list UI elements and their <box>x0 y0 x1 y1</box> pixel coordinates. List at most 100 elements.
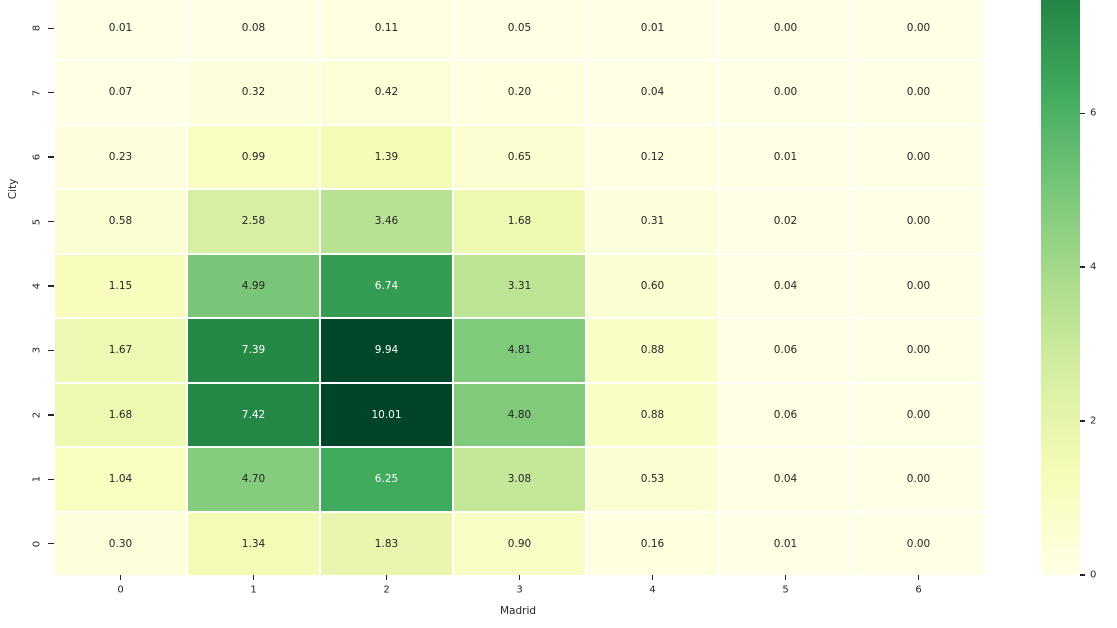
heatmap-cell-annotation: 10.01 <box>371 408 402 421</box>
heatmap-cell-annotation: 1.04 <box>108 473 133 486</box>
heatmap-cell: 1.83 <box>321 512 452 575</box>
heatmap-cell: 0.08 <box>188 0 319 60</box>
x-tick-mark <box>651 575 654 580</box>
heatmap-cell-annotation: 0.00 <box>906 215 931 228</box>
heatmap-cell: 6.74 <box>321 254 452 318</box>
y-tick-mark <box>48 543 54 545</box>
heatmap-cell-annotation: 0.58 <box>108 215 133 228</box>
heatmap-cell-annotation: 2.58 <box>241 215 266 228</box>
heatmap-cell-annotation: 3.08 <box>507 473 532 486</box>
heatmap-cell-annotation: 1.67 <box>108 344 133 357</box>
heatmap-cell-annotation: 9.94 <box>374 344 399 357</box>
heatmap-cell: 1.68 <box>55 383 186 447</box>
heatmap-cell-annotation: 1.34 <box>241 537 266 550</box>
heatmap-cell: 3.08 <box>454 448 585 511</box>
heatmap-cell-annotation: 0.08 <box>241 21 266 34</box>
heatmap-cell-annotation: 0.20 <box>507 86 532 99</box>
x-tick-label: 0 <box>117 584 124 596</box>
y-tick-mark <box>48 285 54 287</box>
colorbar-tick-mark <box>1080 574 1085 576</box>
heatmap-cell: 0.04 <box>587 61 718 124</box>
heatmap-cell-annotation: 4.80 <box>507 408 532 421</box>
heatmap-cell-annotation: 3.31 <box>507 279 532 292</box>
colorbar-tick-label: 0 <box>1090 569 1097 581</box>
colorbar-tick-mark <box>1080 112 1085 114</box>
heatmap-cell: 0.90 <box>454 512 585 575</box>
heatmap-cell-annotation: 0.31 <box>640 215 665 228</box>
y-tick-label: 1 <box>31 476 43 483</box>
colorbar-tick-mark <box>1080 266 1085 268</box>
heatmap-cell-annotation: 1.68 <box>507 215 532 228</box>
heatmap-cell-annotation: 0.88 <box>640 344 665 357</box>
heatmap-cell-annotation: 7.42 <box>241 408 266 421</box>
heatmap-cell-annotation: 0.05 <box>507 21 532 34</box>
heatmap-cell-annotation: 0.00 <box>773 86 798 99</box>
heatmap-cell: 0.00 <box>853 125 984 189</box>
heatmap-cell: 10.01 <box>321 383 452 447</box>
heatmap-cell: 4.70 <box>188 448 319 511</box>
x-tick-label: 1 <box>250 584 257 596</box>
heatmap-cell-annotation: 0.30 <box>108 537 133 550</box>
heatmap-cell: 0.00 <box>853 61 984 124</box>
heatmap-cell: 9.94 <box>321 319 452 382</box>
heatmap-cell-annotation: 0.04 <box>640 86 665 99</box>
y-tick-label: 3 <box>31 347 43 354</box>
colorbar <box>1041 0 1080 575</box>
heatmap-cell-annotation: 0.00 <box>906 21 931 34</box>
heatmap-cell-annotation: 1.15 <box>108 279 133 292</box>
heatmap-cell: 1.67 <box>55 319 186 382</box>
y-tick-label: 0 <box>31 540 43 547</box>
x-tick-label: 4 <box>649 584 656 596</box>
heatmap-cell-annotation: 0.00 <box>906 473 931 486</box>
heatmap-cell: 0.04 <box>720 448 851 511</box>
heatmap-cell-annotation: 0.07 <box>108 86 133 99</box>
heatmap-cell: 0.05 <box>454 0 585 60</box>
y-tick-label: 8 <box>31 25 43 32</box>
heatmap-cell-annotation: 0.00 <box>906 408 931 421</box>
heatmap-cell: 1.15 <box>55 254 186 318</box>
heatmap-cell: 0.00 <box>853 254 984 318</box>
x-tick-label: 6 <box>915 584 922 596</box>
heatmap-cell-annotation: 0.00 <box>906 344 931 357</box>
y-tick-label: 4 <box>31 282 43 290</box>
heatmap-cell-annotation: 0.53 <box>640 473 665 486</box>
heatmap-cell-annotation: 0.11 <box>374 21 399 34</box>
heatmap-cell-annotation: 0.01 <box>773 150 798 163</box>
heatmap-cell-annotation: 0.00 <box>906 279 931 292</box>
heatmap-cell: 0.04 <box>720 254 851 318</box>
heatmap-cell: 1.04 <box>55 448 186 511</box>
heatmap-cell-annotation: 0.90 <box>507 537 532 550</box>
heatmap-cell-annotation: 4.81 <box>507 344 532 357</box>
heatmap-cell: 0.20 <box>454 61 585 124</box>
heatmap-cell-annotation: 0.01 <box>640 21 665 34</box>
heatmap-cell-annotation: 0.02 <box>773 215 798 228</box>
heatmap-cell-annotation: 0.42 <box>374 86 399 99</box>
heatmap-cell: 0.00 <box>853 319 984 382</box>
heatmap-cell: 0.00 <box>853 448 984 511</box>
heatmap-cell: 7.42 <box>188 383 319 447</box>
heatmap-cell-annotation: 6.25 <box>374 473 399 486</box>
heatmap-grid: 0.01 0.08 0.11 0.05 0.01 0.00 0.00 0.07 0.32 0.42… <box>55 0 984 575</box>
y-tick-label: 2 <box>31 411 43 419</box>
y-tick-mark <box>48 92 54 94</box>
heatmap-cell: 0.65 <box>454 125 585 189</box>
heatmap-cell: 0.99 <box>188 125 319 189</box>
x-axis-label: Madrid <box>499 605 537 617</box>
x-tick-mark <box>518 575 521 580</box>
heatmap-cell-annotation: 0.06 <box>773 408 798 421</box>
heatmap-cell-annotation: 1.83 <box>374 537 399 550</box>
heatmap-cell: 0.88 <box>587 383 718 447</box>
heatmap-cell: 4.80 <box>454 383 585 447</box>
heatmap-cell-annotation: 0.32 <box>241 86 266 99</box>
heatmap-cell: 0.42 <box>321 61 452 124</box>
heatmap-cell: 1.34 <box>188 512 319 575</box>
heatmap-cell-annotation: 1.39 <box>374 150 399 163</box>
heatmap-cell: 0.00 <box>853 383 984 447</box>
heatmap-cell-annotation: 1.68 <box>108 408 133 421</box>
heatmap-cell: 3.31 <box>454 254 585 318</box>
heatmap-cell-annotation: 0.00 <box>906 150 931 163</box>
heatmap-cell: 6.25 <box>321 448 452 511</box>
heatmap-cell: 0.60 <box>587 254 718 318</box>
heatmap-cell-annotation: 0.99 <box>241 150 266 163</box>
